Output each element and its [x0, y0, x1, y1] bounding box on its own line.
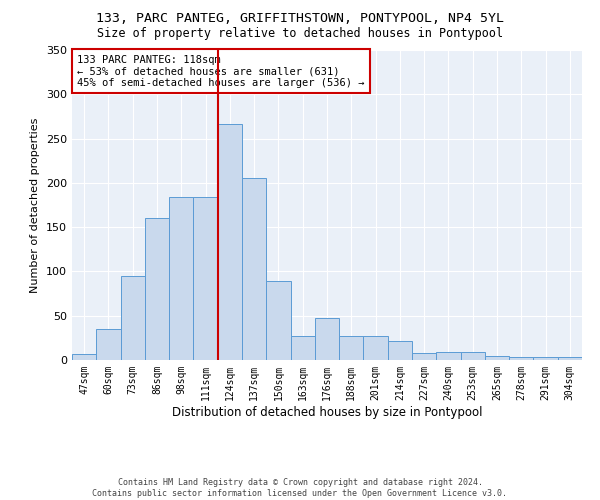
Bar: [266, 281, 290, 360]
Text: 133 PARC PANTEG: 118sqm
← 53% of detached houses are smaller (631)
45% of semi-d: 133 PARC PANTEG: 118sqm ← 53% of detache…: [77, 54, 365, 88]
X-axis label: Distribution of detached houses by size in Pontypool: Distribution of detached houses by size …: [172, 406, 482, 418]
Bar: [145, 218, 169, 360]
Bar: [339, 336, 364, 360]
Bar: [485, 356, 509, 360]
Bar: [72, 354, 96, 360]
Text: Contains HM Land Registry data © Crown copyright and database right 2024.
Contai: Contains HM Land Registry data © Crown c…: [92, 478, 508, 498]
Bar: [315, 318, 339, 360]
Bar: [436, 352, 461, 360]
Bar: [290, 336, 315, 360]
Bar: [218, 124, 242, 360]
Bar: [96, 329, 121, 360]
Bar: [412, 353, 436, 360]
Y-axis label: Number of detached properties: Number of detached properties: [31, 118, 40, 292]
Text: 133, PARC PANTEG, GRIFFITHSTOWN, PONTYPOOL, NP4 5YL: 133, PARC PANTEG, GRIFFITHSTOWN, PONTYPO…: [96, 12, 504, 26]
Bar: [509, 358, 533, 360]
Bar: [533, 358, 558, 360]
Bar: [558, 358, 582, 360]
Bar: [193, 197, 218, 360]
Bar: [121, 276, 145, 360]
Text: Size of property relative to detached houses in Pontypool: Size of property relative to detached ho…: [97, 28, 503, 40]
Bar: [169, 197, 193, 360]
Bar: [461, 352, 485, 360]
Bar: [242, 178, 266, 360]
Bar: [364, 336, 388, 360]
Bar: [388, 342, 412, 360]
